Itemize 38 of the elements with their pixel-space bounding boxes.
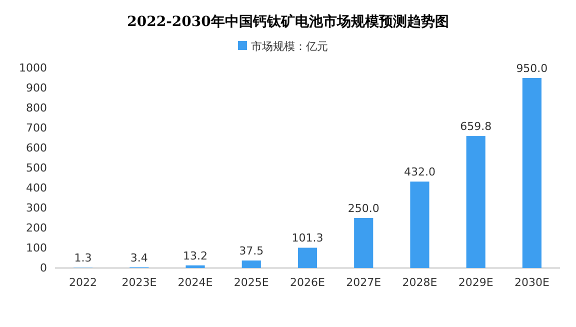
chart-title: 2022-2030年中国钙钛矿电池市场规模预测趋势图 [127, 13, 449, 30]
x-tick-label: 2029E [458, 276, 494, 289]
y-tick-label: 400 [26, 182, 47, 195]
y-tick-label: 300 [26, 202, 47, 215]
y-tick-label: 500 [26, 162, 47, 175]
data-label: 432.0 [404, 166, 436, 179]
bar [522, 78, 542, 268]
x-tick-label: 2030E [514, 276, 550, 289]
y-tick-label: 100 [26, 242, 47, 255]
data-label: 1.3 [74, 252, 92, 265]
data-label: 659.8 [460, 120, 492, 134]
y-tick-label: 600 [26, 142, 47, 155]
y-tick-label: 0 [40, 262, 47, 275]
x-tick-label: 2023E [122, 276, 157, 289]
data-label: 250.0 [348, 202, 380, 215]
x-tick-label: 2022 [69, 276, 98, 289]
x-tick-label: 2027E [346, 276, 382, 289]
data-label: 37.5 [239, 244, 264, 258]
y-tick-label: 200 [26, 222, 47, 235]
y-tick-label: 700 [26, 122, 47, 135]
x-tick-label: 2025E [234, 276, 269, 289]
y-tick-label: 800 [26, 102, 47, 115]
data-label: 101.3 [292, 232, 324, 245]
y-tick-label: 900 [26, 82, 47, 95]
x-tick-label: 2026E [290, 276, 326, 289]
data-label: 13.2 [183, 249, 208, 262]
x-tick-label: 2024E [178, 276, 213, 289]
bar [466, 136, 486, 268]
x-tick-label: 2028E [402, 276, 438, 289]
bar [410, 182, 430, 268]
data-label: 3.4 [130, 251, 148, 264]
bar [242, 260, 261, 268]
bar [186, 265, 205, 268]
bar [354, 218, 374, 268]
bar [298, 248, 318, 268]
data-label: 950.0 [516, 62, 548, 75]
legend-label: 市场规模：亿元 [251, 40, 328, 53]
y-tick-label: 1000 [19, 62, 47, 75]
